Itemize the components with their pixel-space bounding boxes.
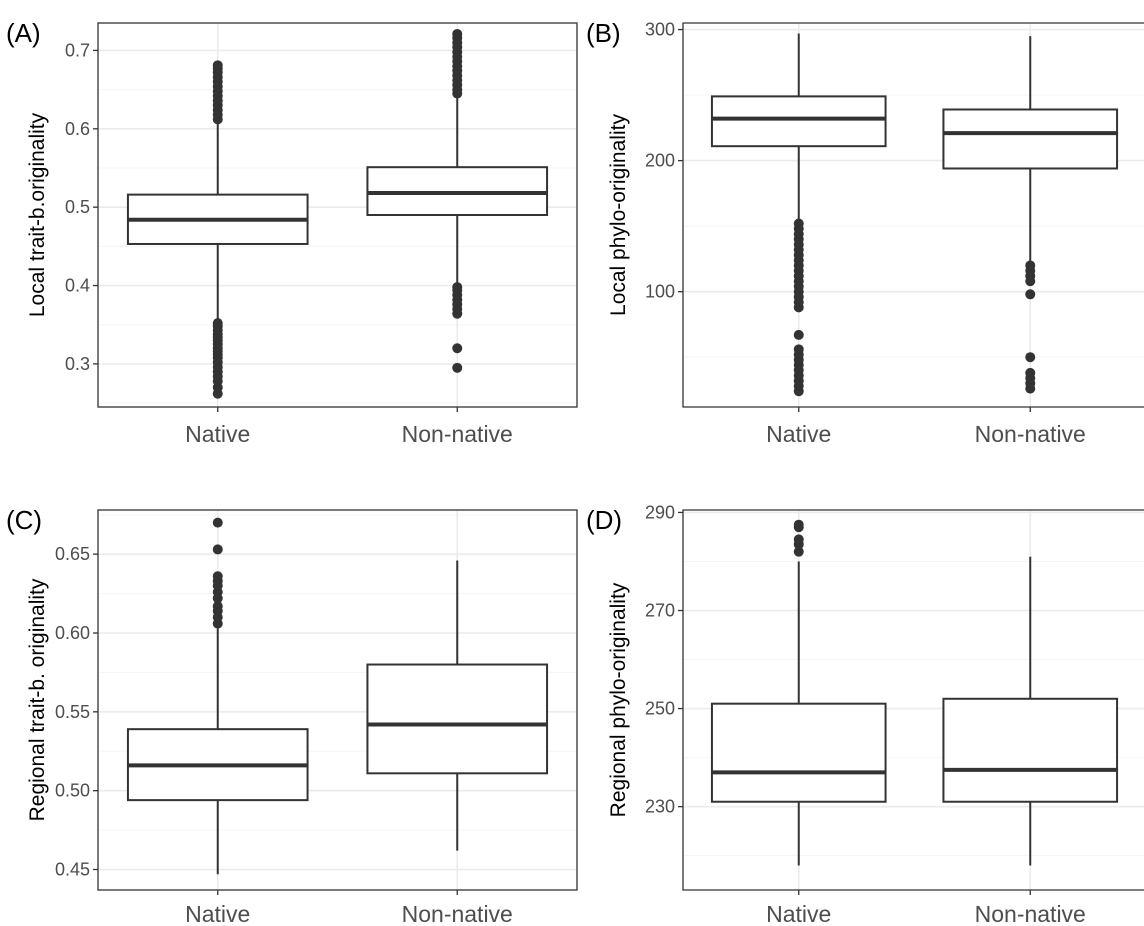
panel-tag-label: (A): [6, 18, 41, 48]
box-native: [710, 33, 887, 397]
panel-border: [97, 22, 578, 408]
y-tick-label: 0.6: [65, 119, 90, 139]
outlier-point: [212, 544, 223, 555]
iqr-box: [366, 663, 549, 775]
outlier-point: [793, 534, 804, 545]
box-non-native: [942, 36, 1119, 394]
y-axis-title: Regional phylo-originality: [607, 582, 630, 817]
y-tick-label: 0.60: [55, 623, 90, 643]
outlier-point: [212, 60, 223, 71]
outlier-point: [793, 546, 804, 557]
outlier-point: [1025, 367, 1036, 378]
box-native: [126, 60, 309, 399]
panel-3: 230 250 270 290 Native Non-native Regional phy…: [586, 502, 1144, 926]
y-tick-label: 270: [645, 601, 675, 621]
y-tick-label: 0.65: [55, 544, 90, 564]
box-non-native: [366, 28, 549, 373]
iqr-box: [942, 108, 1119, 170]
y-tick-label: 100: [645, 282, 675, 302]
panel-2: 0.45 0.50 0.55 0.60 0.65 Native Non-native Regi…: [6, 505, 578, 926]
panel-plot-area: [683, 23, 1144, 407]
y-axis-title: Local trait-b.originality: [26, 112, 49, 317]
x-tick-label: Non-native: [975, 901, 1086, 926]
iqr-box: [710, 95, 887, 148]
outlier-point: [793, 344, 804, 355]
outlier-point: [452, 362, 463, 373]
outlier-point: [793, 329, 804, 340]
panel-1: 100 200 300 Native Non-native Local phylo-ori…: [586, 18, 1144, 447]
outlier-point: [452, 28, 463, 39]
y-axis-title: Local phylo-originality: [607, 114, 630, 316]
outlier-point: [212, 517, 223, 528]
outlier-point: [452, 282, 463, 293]
outlier-point: [1025, 289, 1036, 300]
outlier-point: [1025, 352, 1036, 363]
outlier-point: [793, 218, 804, 229]
panel-plot-area: [98, 510, 577, 890]
box-native: [710, 519, 887, 866]
panel-tag-label: (C): [6, 505, 42, 535]
box-non-native: [366, 560, 549, 851]
panel-border: [682, 22, 1144, 408]
y-tick-label: 0.5: [65, 197, 90, 217]
box-non-native: [942, 556, 1119, 866]
y-tick-label: 0.45: [55, 860, 90, 880]
y-tick-label: 0.55: [55, 702, 90, 722]
iqr-box: [942, 697, 1119, 803]
outlier-point: [793, 519, 804, 530]
y-tick-label: 230: [645, 797, 675, 817]
panel-plot-area: [683, 510, 1144, 890]
outlier-point: [212, 318, 223, 329]
outlier-point: [212, 571, 223, 582]
x-tick-label: Native: [185, 421, 250, 447]
panel-plot-area: [98, 23, 577, 407]
x-tick-label: Non-native: [402, 901, 513, 926]
x-tick-label: Non-native: [975, 421, 1086, 447]
panel-tag-label: (D): [586, 505, 622, 535]
panel-border: [682, 509, 1144, 891]
y-tick-label: 200: [645, 151, 675, 171]
y-tick-label: 0.50: [55, 781, 90, 801]
panel-0: 0.3 0.4 0.5 0.6 0.7 Native Non-native Local tra…: [6, 18, 578, 447]
panel-tag-label: (B): [586, 18, 621, 48]
box-native: [126, 517, 309, 875]
iqr-box: [710, 702, 887, 803]
y-tick-label: 300: [645, 20, 675, 40]
outlier-point: [452, 343, 463, 354]
outlier-point: [212, 601, 223, 612]
y-tick-label: 290: [645, 502, 675, 522]
outlier-point: [1025, 260, 1036, 271]
y-tick-label: 0.7: [65, 40, 90, 60]
y-axis-title: Regional trait-b. originality: [26, 578, 49, 821]
x-tick-label: Native: [766, 901, 831, 926]
x-tick-label: Native: [766, 421, 831, 447]
y-tick-label: 250: [645, 699, 675, 719]
x-tick-label: Non-native: [402, 421, 513, 447]
panel-border: [97, 509, 578, 891]
y-tick-label: 0.4: [65, 276, 90, 296]
x-tick-label: Native: [185, 901, 250, 926]
y-tick-label: 0.3: [65, 354, 90, 374]
